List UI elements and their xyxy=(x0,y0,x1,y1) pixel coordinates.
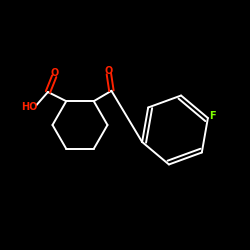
Text: O: O xyxy=(104,66,112,76)
Text: O: O xyxy=(50,68,58,78)
Text: F: F xyxy=(209,111,216,121)
Text: HO: HO xyxy=(21,102,37,112)
